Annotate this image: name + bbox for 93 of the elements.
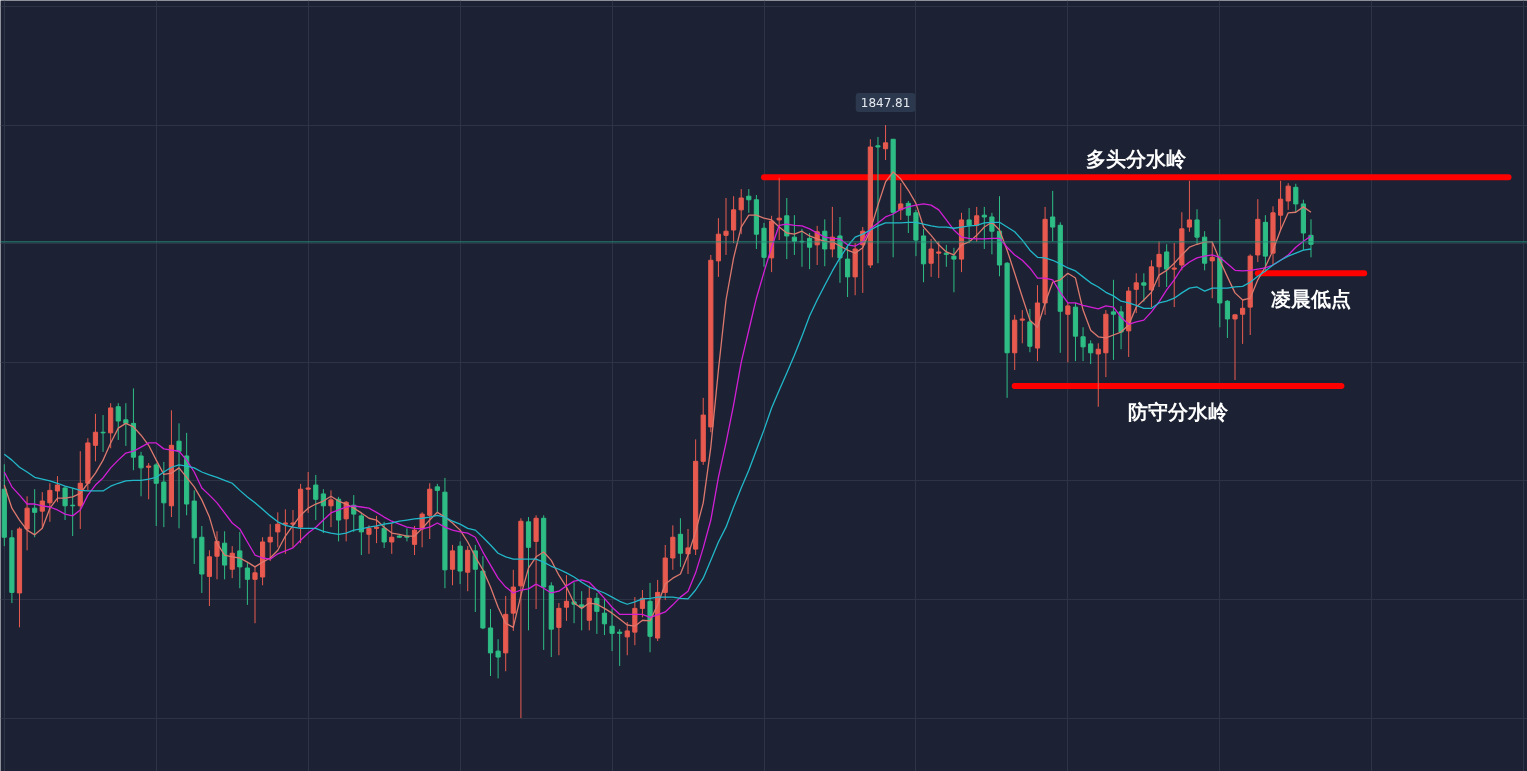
candlestick bbox=[974, 206, 980, 243]
candlestick bbox=[237, 531, 243, 589]
candlestick bbox=[1285, 182, 1291, 211]
candlestick bbox=[1164, 243, 1170, 288]
candlestick bbox=[39, 491, 45, 529]
annotation: 1847.81 bbox=[860, 96, 911, 111]
candlestick bbox=[229, 545, 235, 579]
candlestick bbox=[290, 509, 296, 548]
candlestick bbox=[1156, 240, 1162, 288]
candlestick bbox=[465, 545, 471, 592]
candlestick bbox=[1148, 259, 1155, 308]
series-label: 防守分水岭 bbox=[1128, 400, 1230, 424]
candlestick bbox=[670, 524, 676, 571]
candlestick bbox=[677, 517, 684, 568]
candlestick bbox=[495, 638, 501, 679]
candlestick bbox=[305, 471, 311, 514]
candlestick bbox=[1118, 305, 1124, 350]
candlestick bbox=[1293, 183, 1299, 213]
candlestick bbox=[563, 574, 570, 622]
candlestick bbox=[138, 451, 144, 497]
candlestick bbox=[366, 524, 372, 555]
candlestick bbox=[609, 607, 615, 652]
candlestick bbox=[100, 414, 106, 453]
candlestick bbox=[275, 511, 281, 548]
candlestick bbox=[533, 514, 539, 610]
candlestick bbox=[206, 549, 213, 607]
candlestick bbox=[214, 530, 220, 580]
candlestick bbox=[1232, 313, 1238, 381]
candlestick bbox=[24, 495, 30, 551]
candlestick bbox=[313, 474, 319, 521]
candlestick bbox=[556, 602, 562, 656]
candlestick bbox=[411, 525, 418, 556]
candlestick bbox=[981, 206, 987, 250]
candlestick bbox=[617, 628, 623, 667]
candlestick bbox=[146, 462, 152, 500]
candlestick bbox=[601, 598, 608, 636]
candlestick bbox=[222, 530, 228, 580]
candlestick bbox=[373, 515, 380, 544]
candlestick bbox=[746, 188, 752, 214]
candlestick bbox=[54, 475, 61, 503]
candlestick bbox=[1133, 272, 1139, 314]
candlestick bbox=[791, 214, 797, 256]
candlestick bbox=[1088, 339, 1094, 365]
candlestick bbox=[267, 523, 273, 562]
candlestick bbox=[1110, 279, 1117, 361]
candlestick bbox=[1065, 302, 1071, 363]
candlestick bbox=[989, 212, 995, 255]
candlestick bbox=[928, 238, 934, 278]
candlestick bbox=[875, 136, 881, 264]
candlestick bbox=[123, 402, 129, 447]
series-label: 多头分水岭 bbox=[1086, 147, 1188, 172]
candlestick bbox=[1186, 180, 1193, 233]
candlestick bbox=[624, 621, 630, 656]
candlestick bbox=[358, 512, 364, 556]
candlestick bbox=[389, 522, 395, 555]
candlestick bbox=[434, 483, 440, 513]
candlestick bbox=[731, 195, 737, 244]
candlestick bbox=[1050, 190, 1056, 242]
candlestick bbox=[594, 592, 600, 635]
candlestick bbox=[1019, 309, 1025, 344]
candlestick bbox=[115, 402, 121, 441]
candlestick bbox=[844, 246, 851, 298]
candlestick bbox=[738, 188, 744, 235]
candlestick bbox=[723, 197, 729, 256]
series-label: 凌晨低点 bbox=[1270, 287, 1351, 312]
candlestick bbox=[328, 489, 334, 528]
candlestick bbox=[32, 488, 38, 538]
candlestick bbox=[1240, 299, 1246, 345]
candlestick bbox=[92, 413, 99, 462]
candlestick bbox=[943, 244, 949, 268]
candlestick bbox=[282, 508, 288, 555]
candlestick bbox=[244, 561, 250, 606]
candlestick bbox=[381, 521, 387, 549]
candlestick bbox=[1141, 272, 1147, 303]
candlestick bbox=[1171, 242, 1177, 308]
candlestick bbox=[1194, 208, 1200, 246]
candlestick bbox=[153, 462, 159, 527]
candlestick bbox=[1080, 326, 1086, 362]
candlestick bbox=[776, 177, 782, 241]
candlestick bbox=[449, 544, 456, 586]
candlestick bbox=[1278, 180, 1284, 231]
candlestick bbox=[951, 247, 957, 293]
candlestick bbox=[1224, 299, 1231, 339]
candlestick bbox=[936, 240, 942, 279]
candlestick bbox=[966, 207, 972, 244]
candlestick bbox=[161, 461, 167, 528]
candlestick bbox=[1095, 342, 1101, 408]
candlestick bbox=[882, 124, 889, 161]
candlestick bbox=[252, 565, 258, 624]
candlestick bbox=[176, 422, 182, 529]
candlestick bbox=[898, 182, 904, 221]
candlestick bbox=[47, 482, 53, 523]
candlestick bbox=[784, 197, 790, 260]
